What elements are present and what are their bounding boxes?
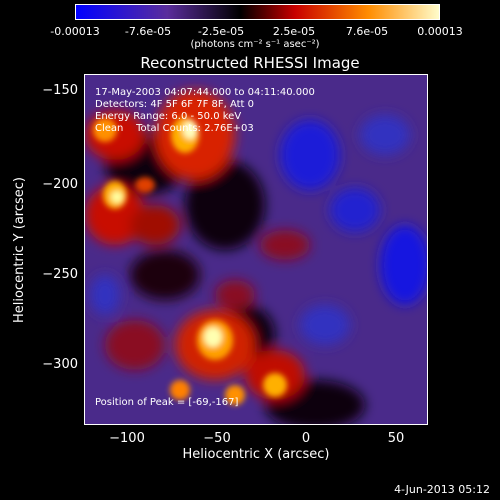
y-axis-label: Heliocentric Y (arcsec): [12, 177, 27, 323]
x-tick-label: 0: [301, 431, 311, 446]
x-axis-label: Heliocentric X (arcsec): [182, 447, 330, 462]
y-tick-label: −300: [42, 357, 78, 372]
footer-date: 4-Jun-2013 05:12: [394, 483, 490, 496]
colorbar: [75, 4, 440, 20]
y-tick-label: −200: [42, 177, 78, 192]
energy-range-label: Energy Range: 6.0 - 50.0 keV: [95, 111, 242, 122]
x-tick-label: −50: [203, 431, 231, 446]
colorbar-tick: -7.6e-05: [124, 25, 172, 38]
colorbar-tick: -0.00013: [50, 25, 100, 38]
x-tick-label: −100: [109, 431, 145, 446]
y-tick-label: −150: [42, 83, 78, 98]
colorbar-tick: 7.6e-05: [345, 25, 389, 38]
colorbar-tick: 2.5e-05: [272, 25, 316, 38]
colorbar-tick: -2.5e-05: [197, 25, 245, 38]
colorbar-tick: 0.00013: [417, 25, 463, 38]
y-tick-label: −250: [42, 267, 78, 282]
detectors-label: Detectors: 4F 5F 6F 7F 8F, Att 0: [95, 99, 255, 110]
time-range-label: 17-May-2003 04:07:44.000 to 04:11:40.000: [95, 87, 315, 98]
peak-position-label: Position of Peak = [-69,-167]: [95, 397, 239, 408]
plot-title: Reconstructed RHESSI Image: [140, 54, 360, 72]
rhessi-image: [85, 75, 427, 424]
x-tick-label: 50: [387, 431, 405, 446]
counts-label: Clean Total Counts: 2.76E+03: [95, 123, 254, 134]
image-plot: 17-May-2003 04:07:44.000 to 04:11:40.000…: [84, 74, 428, 425]
colorbar-units: (photons cm⁻² s⁻¹ asec⁻²): [190, 39, 320, 50]
